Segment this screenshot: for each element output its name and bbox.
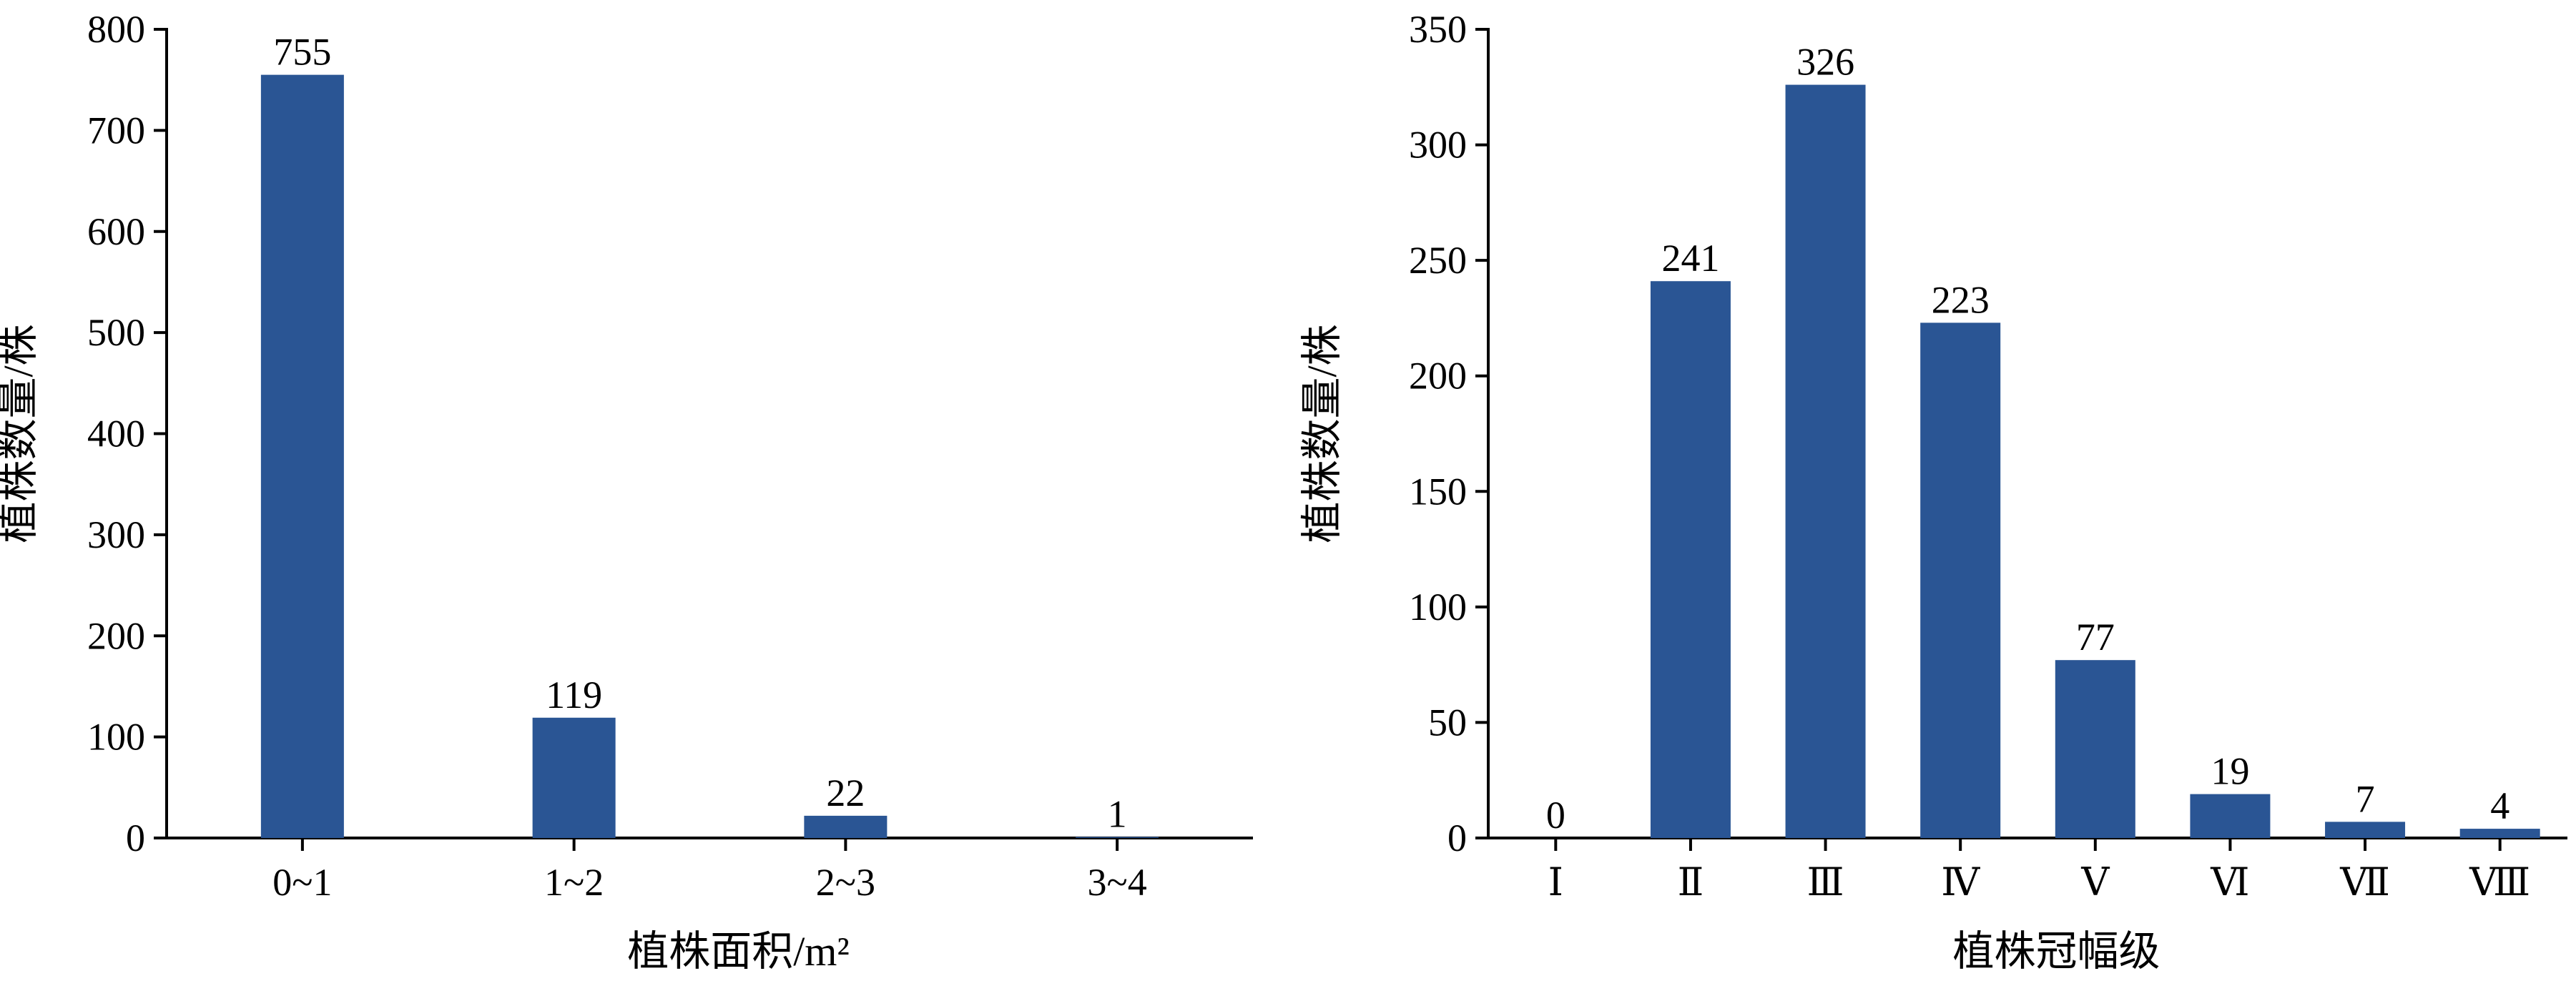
y-tick-label: 250 (1409, 239, 1467, 282)
data-label: 119 (546, 674, 602, 716)
x-tick-label: Ⅵ (2210, 861, 2249, 904)
data-label: 4 (2490, 784, 2509, 827)
y-axis-title: 植株数量/株 (1299, 324, 1345, 543)
y-tick-label: 800 (87, 8, 145, 51)
bar (2055, 660, 2135, 838)
y-tick-label: 150 (1409, 470, 1467, 513)
data-label: 22 (826, 772, 865, 814)
bar (532, 717, 616, 838)
data-label: 755 (273, 31, 331, 74)
data-label: 241 (1661, 237, 1719, 280)
y-tick-label: 500 (87, 311, 145, 354)
bar (1920, 322, 2001, 838)
x-tick-label: 3~4 (1088, 861, 1147, 904)
y-tick-label: 0 (1447, 817, 1467, 859)
bar (2459, 829, 2540, 838)
chart-right-crown-class-distribution: 0 50 100 150 200 250 300 350 Ⅰ 0 Ⅱ 241 Ⅲ 326 Ⅳ 223 Ⅴ 77 Ⅵ 1… (1299, 8, 2567, 975)
y-tick-label: 300 (1409, 124, 1467, 167)
y-tick-label: 300 (87, 513, 145, 556)
x-tick-label: 0~1 (272, 861, 332, 904)
bar (1650, 281, 1731, 838)
bar (2190, 794, 2271, 838)
x-tick-label: 2~3 (816, 861, 875, 904)
x-tick-label: Ⅷ (2469, 861, 2530, 904)
bar (804, 815, 888, 838)
data-label: 223 (1932, 278, 1990, 321)
y-tick-label: 50 (1428, 701, 1467, 744)
x-tick-label: 1~2 (544, 861, 604, 904)
y-tick-label: 100 (1409, 586, 1467, 628)
x-tick-label: Ⅳ (1941, 861, 1980, 904)
x-axis-title: 植株面积/m² (627, 928, 850, 975)
y-tick-label: 200 (87, 614, 145, 657)
x-tick-label: Ⅱ (1678, 861, 1704, 904)
x-tick-label: Ⅴ (2080, 861, 2110, 904)
y-tick-label: 700 (87, 109, 145, 152)
x-tick-label: Ⅰ (1548, 861, 1563, 904)
data-label: 0 (1546, 794, 1565, 837)
data-label: 19 (2211, 750, 2249, 793)
x-tick-label: Ⅶ (2339, 861, 2390, 904)
y-tick-label: 400 (87, 413, 145, 455)
y-tick-label: 600 (87, 210, 145, 253)
data-label: 326 (1796, 41, 1854, 84)
bar (260, 74, 344, 838)
data-label: 1 (1108, 793, 1127, 836)
y-tick-label: 200 (1409, 355, 1467, 398)
data-label: 7 (2356, 777, 2375, 820)
data-label: 77 (2076, 616, 2115, 659)
y-tick-label: 100 (87, 716, 145, 759)
bar (1076, 837, 1159, 838)
chart-left-area-distribution: 0 100 200 300 400 500 600 700 800 0~1 755 1~2 119 2~3… (0, 8, 1253, 975)
x-axis-title: 植株冠幅级 (1952, 928, 2160, 975)
x-tick-label: Ⅲ (1807, 861, 1844, 904)
bar (2325, 822, 2406, 838)
y-tick-label: 350 (1409, 8, 1467, 51)
y-axis-title: 植株数量/株 (0, 324, 41, 543)
y-tick-label: 0 (126, 817, 145, 859)
bar (1785, 84, 1866, 838)
